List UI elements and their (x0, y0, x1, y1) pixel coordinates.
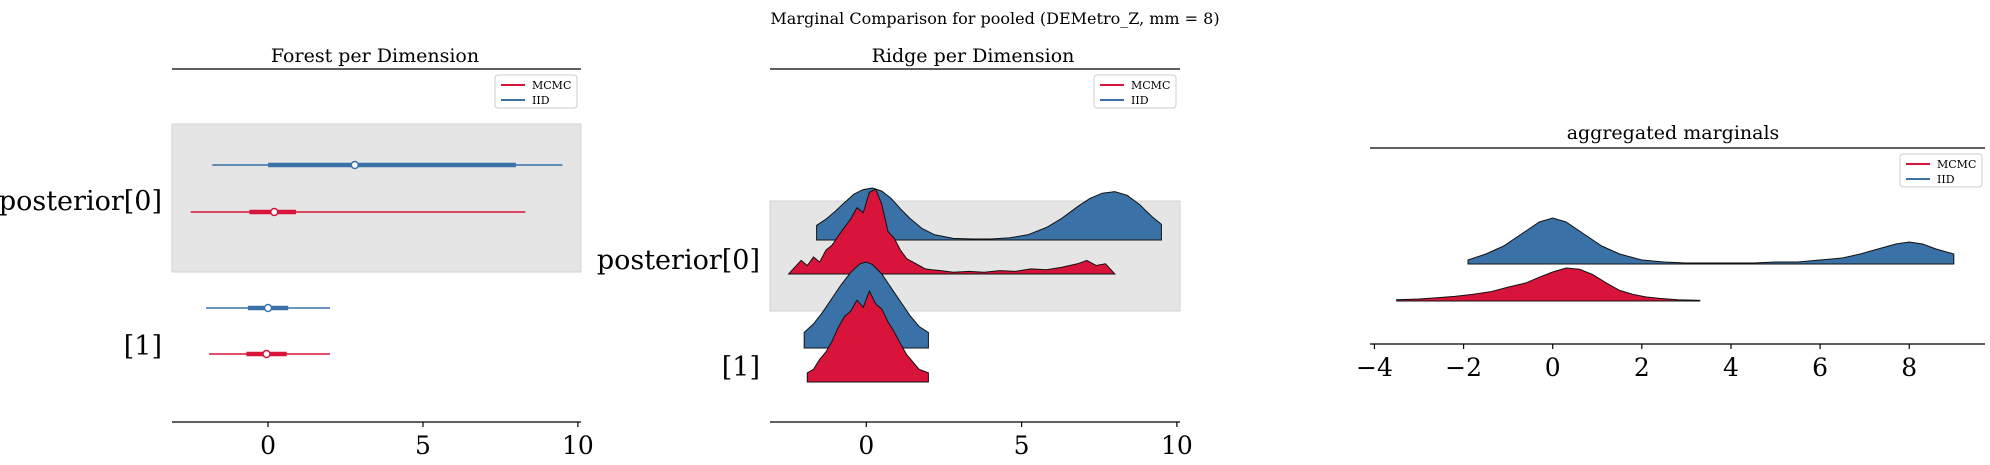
iid-row1-median (263, 303, 273, 313)
aggregated-panel: aggregated marginals MCMC IID −4 −2 0 2 4 6 8 (1356, 122, 1985, 382)
x-tick-label: 10 (562, 431, 594, 460)
x-tick-label: 0 (260, 431, 276, 460)
x-tick-label: 0 (1545, 353, 1561, 382)
row-label: [1] (124, 331, 162, 362)
legend-label-mcmc: MCMC (532, 79, 571, 92)
x-tick-label: 4 (1723, 353, 1739, 382)
iid-row0-median (350, 160, 360, 170)
legend-label-iid: IID (532, 94, 550, 107)
x-tick-label: 5 (1014, 431, 1030, 460)
ridge-panel: Ridge per Dimension posterior[0] [1] MCMC I… (597, 45, 1193, 460)
mcmc-row1-median (262, 349, 271, 359)
mcmc-density-row0 (787, 188, 1116, 275)
x-tick-label: 0 (858, 431, 874, 460)
mcmc-density-row1 (806, 289, 929, 383)
x-tick-label: 2 (1634, 353, 1650, 382)
ridge-panel-title: Ridge per Dimension (872, 45, 1075, 67)
x-tick-label: −4 (1356, 353, 1393, 382)
iid-aggregated-density (1467, 217, 1955, 265)
row-label: [1] (722, 352, 760, 383)
mcmc-row0-median (270, 207, 279, 217)
row-band-posterior-0 (171, 123, 582, 273)
aggregated-panel-title: aggregated marginals (1567, 122, 1780, 144)
x-tick-label: 8 (1901, 353, 1917, 382)
legend-label-mcmc: MCMC (1131, 79, 1170, 92)
forest-panel-title: Forest per Dimension (271, 45, 479, 67)
legend-label-iid: IID (1131, 94, 1149, 107)
row-label: posterior[0] (597, 245, 760, 276)
row-label: posterior[0] (0, 186, 162, 217)
x-tick-label: 5 (415, 431, 431, 460)
x-tick-label: 6 (1812, 353, 1828, 382)
legend-label-iid: IID (1937, 173, 1955, 186)
x-tick-label: −2 (1445, 353, 1482, 382)
forest-panel: Forest per Dimension posterior[0] [1] MCMC… (0, 45, 594, 460)
figure-suptitle: Marginal Comparison for pooled (DEMetro_… (770, 9, 1219, 28)
legend-label-mcmc: MCMC (1937, 158, 1976, 171)
iid-density-row0 (816, 187, 1162, 241)
mcmc-aggregated-density (1396, 267, 1701, 302)
x-tick-label: 10 (1161, 431, 1193, 460)
